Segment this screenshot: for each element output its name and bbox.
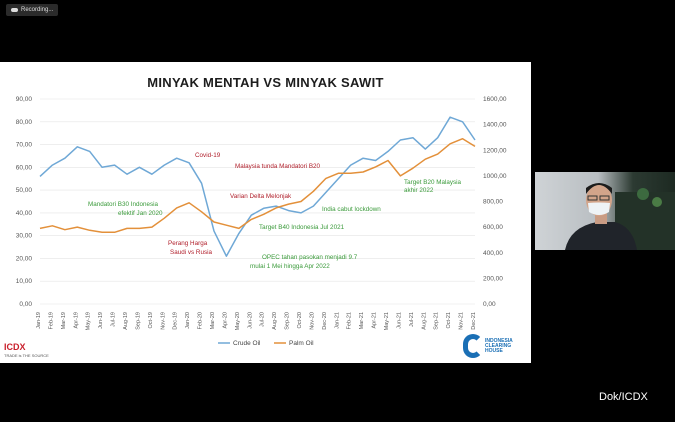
- y-left-tick-label: 10,00: [16, 278, 33, 285]
- ich-line3: HOUSE: [485, 347, 503, 354]
- ich-mark-icon: [463, 334, 483, 358]
- chart-annotation: Mandatori B30 Indonesia: [88, 201, 159, 208]
- y-left-tick-label: 80,00: [16, 119, 33, 126]
- recording-indicator[interactable]: Recording...: [6, 4, 59, 16]
- x-tick-label: May-21: [384, 312, 390, 330]
- y-right-tick-label: 1600,00: [483, 96, 507, 103]
- x-tick-label: Mar-19: [61, 312, 67, 329]
- y-right-tick-label: 200,00: [483, 275, 503, 282]
- x-tick-label: Sep-21: [434, 312, 440, 330]
- shared-slide: MINYAK MENTAH VS MINYAK SAWIT 0,00 10,00 2…: [0, 62, 531, 363]
- x-tick-label: Jul-21: [409, 312, 415, 327]
- x-tick-label: Sep-20: [285, 312, 291, 330]
- x-tick-label: Apr-21: [372, 312, 378, 329]
- chart: 0,00 10,00 20,00 30,00 40,00 50,00 60,00 70,00 8…: [16, 96, 507, 347]
- x-tick-label: Oct-20: [297, 312, 303, 329]
- y-left-tick-label: 30,00: [16, 233, 33, 240]
- y-right-tick-label: 1200,00: [483, 147, 507, 154]
- ich-line1: INDONESIA: [485, 337, 513, 344]
- legend-label: Crude Oil: [233, 340, 261, 347]
- x-tick-label: Nov-21: [459, 312, 465, 330]
- recording-label: Recording...: [21, 7, 54, 13]
- cloud-icon: [11, 8, 18, 12]
- x-tick-label: Oct-19: [148, 312, 154, 329]
- series-line-palm-oil: [39, 137, 476, 234]
- x-tick-label: Aug-20: [272, 312, 278, 330]
- y-left-tick-label: 40,00: [16, 210, 33, 217]
- x-tick-label: May-19: [86, 312, 92, 330]
- chart-annotation: Malaysia tunda Mandatori B20: [235, 163, 321, 170]
- y-right-tick-label: 800,00: [483, 199, 503, 206]
- x-tick-label: Apr-19: [73, 312, 79, 329]
- x-tick-label: Jul-19: [111, 312, 117, 327]
- y-right-tick-label: 1400,00: [483, 122, 507, 129]
- x-tick-label: Jun-19: [98, 312, 104, 329]
- chart-annotation: Covid-19: [195, 152, 221, 159]
- x-tick-label: Sep-19: [135, 312, 141, 330]
- x-tick-label: Mar-20: [210, 312, 216, 329]
- photo-credit: Dok/ICDX: [599, 391, 648, 403]
- chart-annotation: Perang Harga: [168, 240, 208, 247]
- chart-annotation: OPEC tahan pasokan menjadi 9.7: [262, 254, 358, 261]
- legend-label: Palm Oil: [289, 340, 314, 347]
- y-left-tick-label: 60,00: [16, 164, 33, 171]
- person-icon: [565, 183, 675, 250]
- y-left-tick-label: 20,00: [16, 255, 33, 262]
- chart-annotation: Target B20 Malaysia: [404, 179, 462, 186]
- icdx-logo: ICDX: [4, 342, 26, 352]
- x-tick-label: Oct-21: [446, 312, 452, 329]
- x-tick-label: Dec-19: [173, 312, 179, 330]
- slide-title: MINYAK MENTAH VS MINYAK SAWIT: [147, 75, 384, 90]
- x-tick-label: Jun-21: [396, 312, 402, 329]
- chart-annotation: akhir 2022: [404, 187, 434, 194]
- participant-video[interactable]: [535, 172, 675, 250]
- chart-annotation: efektif Jan 2020: [118, 210, 163, 217]
- x-tick-label: Jun-20: [247, 312, 253, 329]
- x-tick-label: Dec-20: [322, 312, 328, 330]
- icdx-tagline: TRADE is THE SOURCE: [4, 353, 49, 358]
- x-tick-label: Jul-20: [260, 312, 266, 327]
- x-tick-label: Jan-20: [185, 312, 191, 329]
- x-tick-label: Dec-21: [471, 312, 477, 330]
- x-tick-label: Jan-21: [334, 312, 340, 329]
- y-right-tick-label: 0,00: [483, 301, 496, 308]
- x-tick-label: Aug-19: [123, 312, 129, 330]
- y-right-tick-label: 600,00: [483, 224, 503, 231]
- chart-annotation: India cabut lockdown: [322, 206, 381, 213]
- x-tick-label: Feb-20: [198, 312, 204, 329]
- x-tick-label: Nov-20: [309, 312, 315, 330]
- chart-annotation: Varian Delta Melonjak: [230, 193, 292, 200]
- x-tick-label: Jan-19: [36, 312, 42, 329]
- y-right-tick-label: 1000,00: [483, 173, 507, 180]
- x-tick-label: Aug-21: [421, 312, 427, 330]
- y-left-tick-label: 90,00: [16, 96, 33, 103]
- chart-annotation: Saudi vs Rusia: [170, 249, 212, 256]
- series-line-crude-oil: [39, 116, 476, 257]
- ich-line2: CLEARING: [485, 342, 512, 349]
- x-tick-label: Nov-19: [160, 312, 166, 330]
- x-tick-label: Apr-20: [222, 312, 228, 329]
- chart-annotation: Target B40 Indonesia Jul 2021: [259, 224, 345, 231]
- x-tick-label: Mar-21: [359, 312, 365, 329]
- y-left-tick-label: 70,00: [16, 142, 33, 149]
- x-tick-label: May-20: [235, 312, 241, 330]
- y-right-tick-label: 400,00: [483, 250, 503, 257]
- x-tick-label: Feb-19: [48, 312, 54, 329]
- y-left-tick-label: 0,00: [19, 301, 32, 308]
- y-left-tick-label: 50,00: [16, 187, 33, 194]
- ich-logo: INDONESIA CLEARING HOUSE: [463, 334, 513, 358]
- chart-annotation: mulai 1 Mei hingga Apr 2022: [250, 263, 330, 270]
- x-tick-label: Feb-21: [347, 312, 353, 329]
